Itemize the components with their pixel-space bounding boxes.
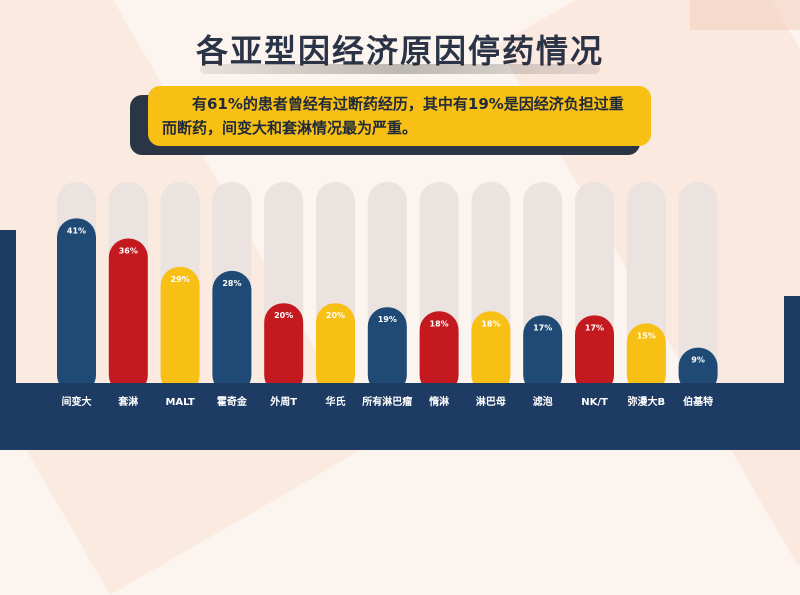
bar-value-label: 36% xyxy=(119,247,138,256)
bar xyxy=(471,311,511,394)
bar xyxy=(108,238,148,394)
bar xyxy=(626,323,666,394)
category-label: 所有淋巴瘤 xyxy=(362,395,412,408)
bar xyxy=(523,315,563,394)
bar-track xyxy=(678,182,718,394)
category-label: 弥漫大B xyxy=(627,395,665,408)
title-underline xyxy=(200,64,600,74)
bar xyxy=(316,303,355,394)
category-label: MALT xyxy=(165,397,194,408)
bar xyxy=(419,311,459,394)
bar xyxy=(678,347,718,394)
bar xyxy=(367,307,407,394)
floor-overlay xyxy=(0,383,800,450)
bar xyxy=(160,266,200,394)
bar-value-label: 18% xyxy=(481,319,500,328)
category-label: 惰淋 xyxy=(429,395,449,408)
bar xyxy=(575,315,614,394)
category-label: 伯基特 xyxy=(683,395,713,408)
bar-value-label: 18% xyxy=(430,319,449,328)
category-label: 淋巴母 xyxy=(476,395,506,408)
category-label: 间变大 xyxy=(62,395,92,408)
bar-chart: 41% 36% 29% 28% 20% 20% 19% 18% 18% 17% 17% 15% 9% 间变… xyxy=(0,182,800,450)
summary-text: 有61%的患者曾经有过断药经历，其中有19%是因经济负担过重而断药，间变大和套淋… xyxy=(162,95,624,137)
floor-post-right xyxy=(784,296,800,396)
bar-value-label: 19% xyxy=(378,315,397,324)
bar-value-label: 20% xyxy=(274,311,293,320)
bar xyxy=(57,218,96,394)
bar-value-label: 15% xyxy=(637,331,656,340)
page-title: 各亚型因经济原因停药情况 xyxy=(195,32,604,70)
bar-value-label: 17% xyxy=(533,323,552,332)
bar-value-label: 17% xyxy=(585,323,604,332)
category-label: 滤泡 xyxy=(533,395,553,408)
category-label: 霍奇金 xyxy=(217,395,248,408)
background-corner xyxy=(690,0,800,30)
bar-value-label: 20% xyxy=(326,311,345,320)
summary-banner: 有61%的患者曾经有过断药经历，其中有19%是因经济负担过重而断药，间变大和套淋… xyxy=(148,86,651,146)
bar xyxy=(212,270,252,394)
category-label: 华氏 xyxy=(326,395,346,408)
bar xyxy=(264,303,304,394)
bar-value-label: 9% xyxy=(691,356,705,365)
category-label: NK/T xyxy=(581,397,608,408)
category-label: 外周T xyxy=(269,395,297,408)
floor-post-left xyxy=(0,230,16,390)
bar-value-label: 41% xyxy=(67,226,86,235)
bar-value-label: 29% xyxy=(171,275,190,284)
category-label: 套淋 xyxy=(117,395,138,408)
bar-value-label: 28% xyxy=(222,279,241,288)
